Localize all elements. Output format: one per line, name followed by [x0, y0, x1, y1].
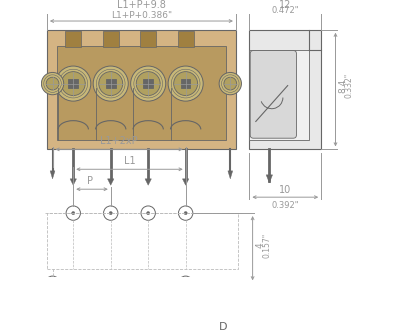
Circle shape	[109, 212, 112, 215]
Circle shape	[46, 77, 59, 90]
Text: 4: 4	[256, 242, 265, 248]
Bar	[178, 31, 194, 47]
Circle shape	[219, 72, 242, 95]
Bar	[250, 30, 321, 149]
Circle shape	[168, 66, 203, 101]
Text: P: P	[87, 176, 93, 186]
Polygon shape	[145, 179, 151, 185]
Bar	[103, 31, 119, 47]
Text: 0.157": 0.157"	[262, 232, 271, 258]
Bar	[106, 79, 116, 88]
Polygon shape	[182, 179, 189, 185]
Bar	[250, 50, 309, 140]
Circle shape	[56, 66, 91, 101]
Text: 0.472": 0.472"	[272, 7, 299, 16]
Polygon shape	[108, 179, 114, 185]
Bar	[144, 79, 153, 88]
Text: D: D	[219, 321, 228, 330]
Bar	[65, 31, 81, 47]
Polygon shape	[70, 179, 76, 185]
Circle shape	[72, 212, 75, 215]
Circle shape	[51, 282, 54, 285]
Text: 12: 12	[279, 0, 292, 10]
Text: 10: 10	[279, 185, 292, 195]
Text: L1: L1	[124, 156, 135, 166]
Text: L1+2xP: L1+2xP	[100, 136, 138, 146]
Bar	[47, 213, 238, 269]
Text: L1+P+9.8: L1+P+9.8	[117, 0, 166, 10]
Bar	[68, 79, 78, 88]
Circle shape	[174, 72, 198, 96]
FancyBboxPatch shape	[250, 50, 296, 138]
Polygon shape	[50, 171, 55, 179]
Circle shape	[146, 212, 150, 215]
Circle shape	[224, 77, 237, 90]
Circle shape	[131, 66, 166, 101]
Text: 8.4: 8.4	[338, 79, 347, 93]
Bar	[56, 46, 226, 140]
Text: 0.332": 0.332"	[344, 73, 353, 98]
Circle shape	[136, 72, 160, 96]
Bar	[181, 79, 190, 88]
Text: L1+P+0.386": L1+P+0.386"	[111, 11, 172, 20]
Text: 0.392": 0.392"	[272, 201, 299, 210]
Polygon shape	[266, 175, 272, 183]
Bar	[140, 31, 156, 47]
Bar	[47, 30, 236, 149]
Circle shape	[99, 72, 123, 96]
Circle shape	[93, 66, 128, 101]
Polygon shape	[228, 171, 233, 179]
Circle shape	[61, 72, 85, 96]
Circle shape	[184, 282, 187, 285]
Circle shape	[41, 72, 64, 95]
Circle shape	[184, 212, 187, 215]
